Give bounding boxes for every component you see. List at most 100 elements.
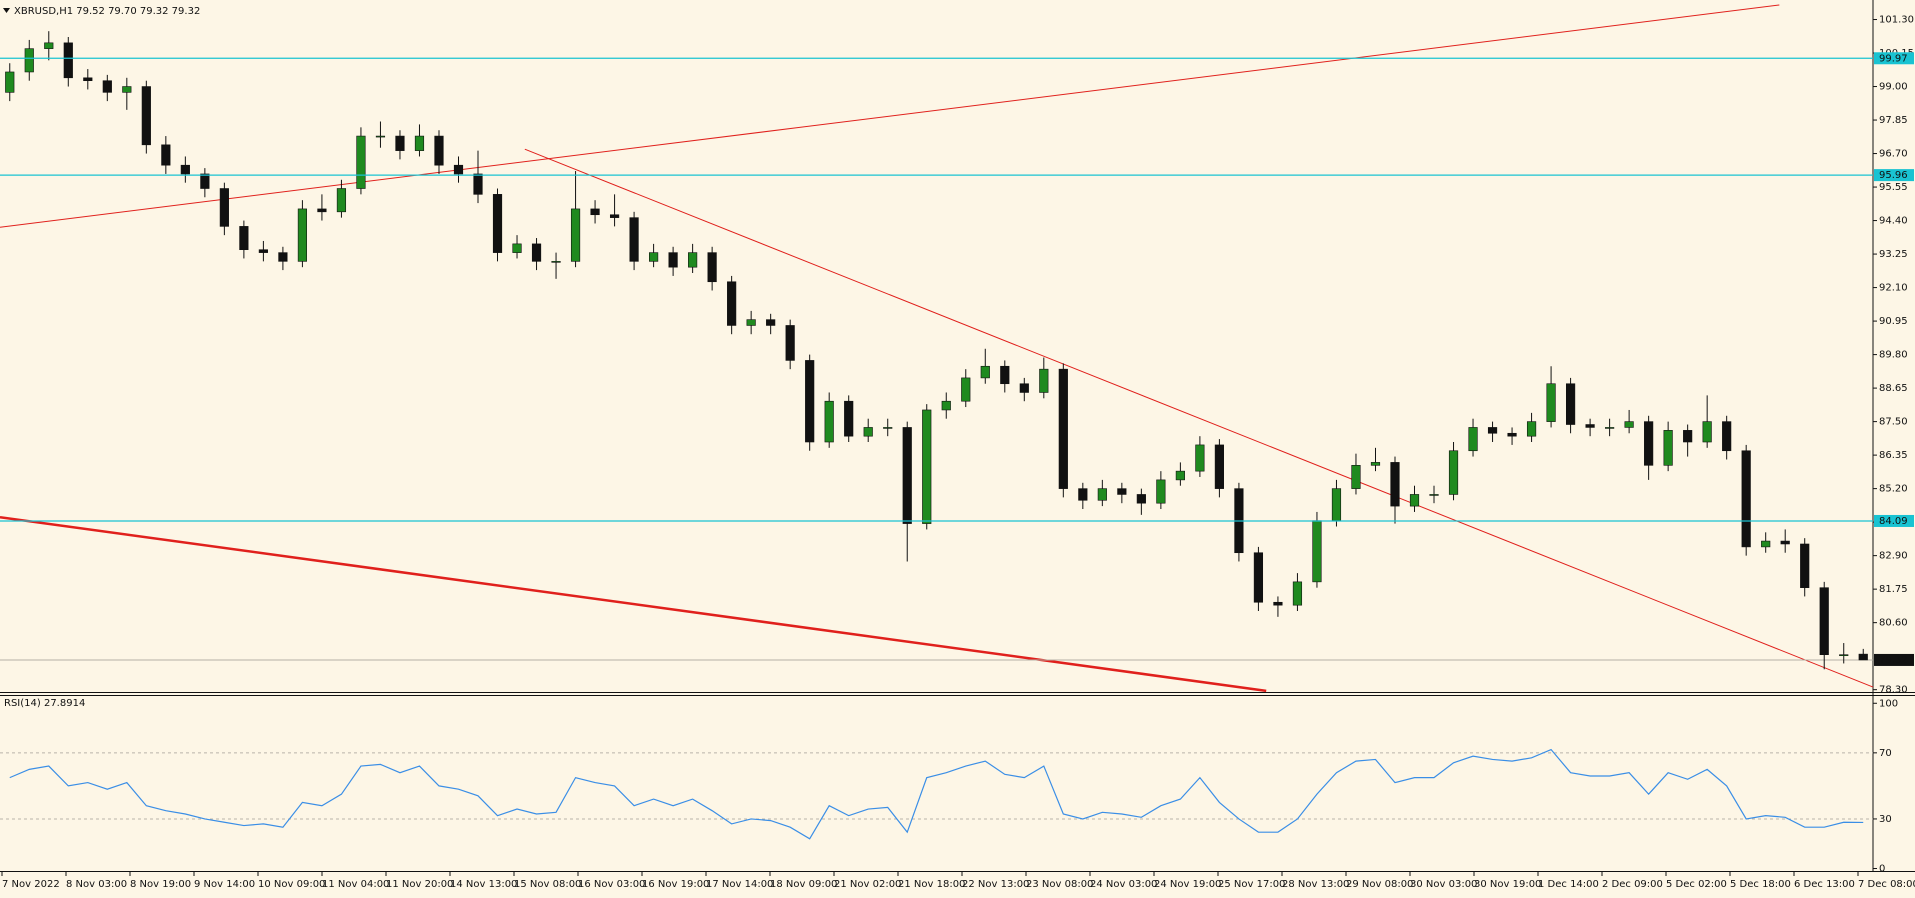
level-label: 84.09 [1879, 516, 1908, 527]
x-tick-label: 11 Nov 04:00 [322, 879, 389, 890]
candle-body [336, 188, 347, 213]
x-tick-label: 28 Nov 13:00 [1282, 879, 1349, 890]
candle-body [1468, 427, 1478, 452]
x-tick-label: 14 Nov 13:00 [450, 879, 517, 890]
candle-body [122, 86, 132, 93]
candle-body [1702, 421, 1712, 443]
x-tick-label: 1 Dec 14:00 [1538, 879, 1599, 890]
y-tick-label: 96.70 [1879, 149, 1908, 160]
candle-body [746, 319, 756, 326]
candle-body [1078, 488, 1088, 501]
candle-body [1683, 430, 1693, 443]
candle-body [1214, 444, 1224, 489]
y-tick-label: 92.10 [1879, 283, 1908, 294]
candle-body [1858, 653, 1868, 661]
candle-body [434, 135, 444, 166]
x-tick-label: 8 Nov 03:00 [66, 879, 127, 890]
candle-body [395, 135, 405, 151]
candle-body [785, 325, 795, 361]
y-tick-label: 85.20 [1879, 484, 1908, 495]
trend-line [0, 515, 1267, 693]
x-tick-label: 24 Nov 19:00 [1154, 879, 1221, 890]
candle-body [1585, 424, 1595, 428]
y-tick-label: 95.55 [1879, 182, 1908, 193]
candle-body [258, 249, 268, 253]
candle-body [922, 409, 932, 524]
candle-body [5, 71, 15, 93]
candle-body [1039, 368, 1049, 393]
candle-body [1019, 383, 1029, 393]
level-tag [1874, 52, 1914, 65]
candle-body [1117, 488, 1127, 495]
x-tick-label: 5 Dec 02:00 [1666, 879, 1727, 890]
candle-body [1487, 427, 1498, 434]
x-tick-label: 24 Nov 03:00 [1090, 879, 1157, 890]
x-tick-label: 30 Nov 03:00 [1410, 879, 1477, 890]
y-tick-label: 93.25 [1879, 249, 1908, 260]
candle-body [844, 400, 854, 437]
candle-body [551, 261, 561, 263]
y-tick-label: 89.80 [1879, 350, 1908, 361]
candle-body [1624, 421, 1634, 428]
candle-body [1800, 543, 1810, 588]
candle-body [1429, 494, 1439, 496]
candle-body [1448, 450, 1459, 495]
rsi-tick-label: 70 [1879, 748, 1892, 759]
candle-body [863, 427, 873, 437]
trend-line [524, 148, 1874, 688]
candle-body [1156, 479, 1166, 504]
y-tick-label: 80.60 [1879, 618, 1908, 629]
x-tick-label: 29 Nov 08:00 [1346, 879, 1413, 890]
candle-body [1839, 654, 1849, 657]
x-tick-label: 9 Nov 14:00 [194, 879, 255, 890]
candle-body [1546, 383, 1556, 422]
candle-body [1526, 421, 1537, 437]
candle-body [609, 214, 620, 218]
candle-body [688, 252, 698, 268]
rsi-label: RSI(14) 27.8914 [4, 698, 85, 709]
candle-body [63, 42, 73, 79]
trend-line [0, 4, 1780, 228]
rsi-line [9, 748, 1864, 840]
candle-body [1565, 383, 1576, 425]
candle-body [473, 173, 483, 195]
x-tick-label: 7 Dec 08:00 [1858, 879, 1915, 890]
rsi-tick-label: 30 [1879, 814, 1892, 825]
candle-body [1136, 494, 1146, 504]
y-tick-label: 78.30 [1879, 685, 1908, 696]
candle-body [200, 173, 210, 189]
x-tick-label: 8 Nov 19:00 [130, 879, 191, 890]
y-tick-label: 97.85 [1879, 115, 1908, 126]
candle-body [297, 208, 308, 262]
candle-body [1741, 450, 1751, 548]
candle-body [1331, 488, 1342, 521]
rsi-tick-label: 0 [1879, 864, 1885, 875]
candle-body [1253, 552, 1264, 603]
x-tick-label: 17 Nov 14:00 [706, 879, 773, 890]
x-tick-label: 22 Nov 13:00 [962, 879, 1029, 890]
candle-body [668, 252, 678, 268]
candle-body [824, 400, 834, 443]
y-tick-label: 99.00 [1879, 82, 1908, 93]
candle-body [805, 360, 815, 443]
x-tick-label: 30 Nov 19:00 [1474, 879, 1541, 890]
candle-body [453, 164, 464, 175]
y-tick-label: 86.35 [1879, 450, 1908, 461]
candle-body [570, 208, 581, 262]
rsi-tick-label: 100 [1879, 698, 1898, 709]
price-tag [1874, 653, 1914, 666]
candle-body [512, 243, 522, 253]
x-tick-label: 7 Nov 2022 [2, 879, 60, 890]
candle-body [649, 252, 659, 262]
level-tag [1874, 514, 1914, 527]
menu-arrow[interactable] [3, 8, 10, 13]
x-tick-label: 25 Nov 17:00 [1218, 879, 1285, 890]
candle-body [356, 135, 366, 189]
y-tick-label: 87.50 [1879, 417, 1908, 428]
candle-body [1409, 494, 1420, 507]
y-tick-label: 88.65 [1879, 383, 1908, 394]
candle-body [414, 135, 425, 151]
candle-body [1058, 368, 1068, 489]
candle-body [1273, 601, 1283, 606]
